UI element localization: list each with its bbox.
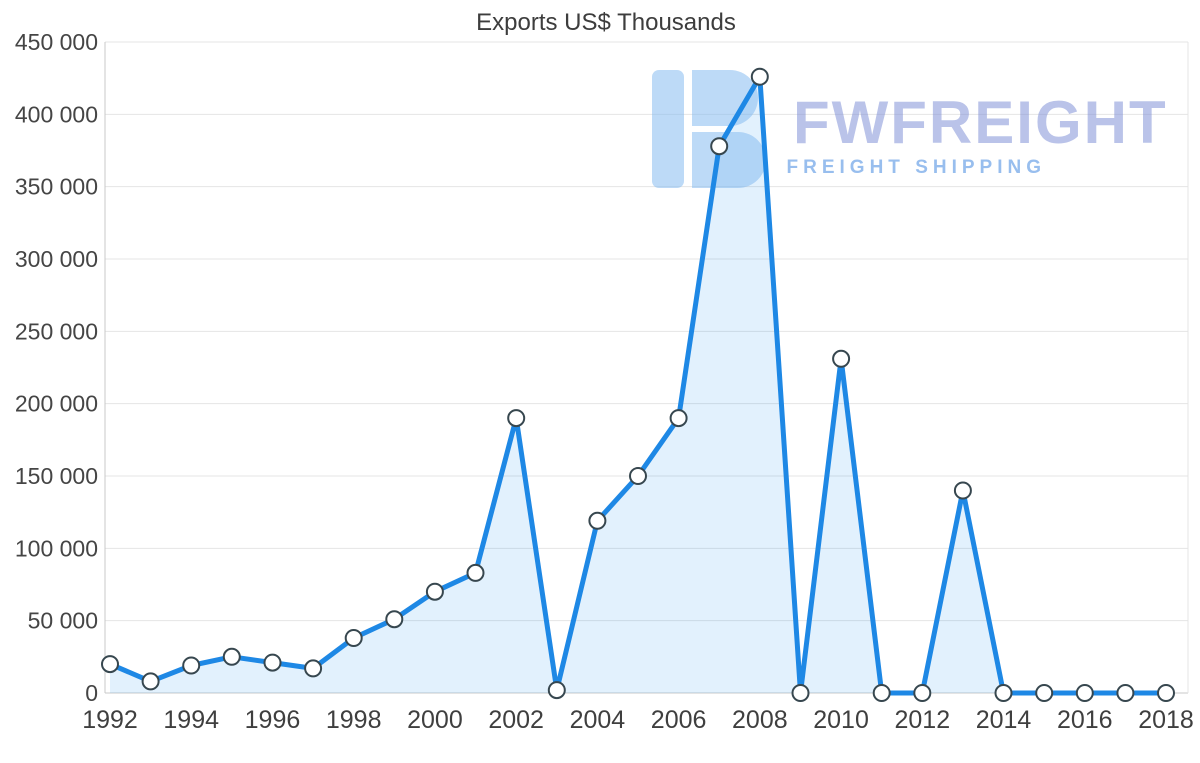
y-axis-labels: 0 50 000 100 000 150 000 200 000 250 000 300 0… — [15, 29, 98, 706]
data-point-marker — [507, 409, 526, 428]
data-point-marker — [1035, 684, 1054, 702]
x-axis-label: 2018 — [1138, 706, 1194, 734]
data-point-marker — [832, 349, 851, 368]
y-axis-label: 100 000 — [15, 535, 98, 561]
data-point-marker — [750, 67, 769, 86]
y-axis-label: 300 000 — [15, 246, 98, 272]
data-point-marker — [466, 563, 485, 582]
data-point-marker — [101, 655, 119, 674]
data-point-marker — [669, 409, 688, 428]
watermark-logo: FWFREIGHT FREIGHT SHIPPING — [652, 70, 1168, 188]
data-point-marker — [141, 672, 160, 691]
y-axis-label: 400 000 — [15, 101, 98, 127]
data-point-marker — [913, 684, 932, 702]
x-axis-label: 2010 — [813, 706, 869, 734]
x-axis-label: 2000 — [407, 706, 463, 734]
area-fill — [110, 76, 1166, 693]
data-point-marker — [629, 467, 647, 485]
y-axis-label: 450 000 — [15, 29, 98, 55]
data-point-marker — [547, 681, 566, 700]
x-axis-label: 1994 — [163, 706, 219, 734]
data-point-marker — [263, 653, 282, 672]
x-axis-label: 1992 — [82, 706, 138, 734]
y-axis-label: 250 000 — [15, 318, 98, 344]
watermark-brand-text: FWFREIGHT — [793, 89, 1168, 156]
chart-title: Exports US$ Thousands — [476, 9, 736, 36]
y-axis-label: 0 — [85, 680, 98, 706]
x-axis-label: 1996 — [245, 706, 301, 734]
data-point-marker — [710, 137, 729, 156]
watermark-tagline-text: FREIGHT SHIPPING — [787, 157, 1046, 178]
data-point-marker — [222, 647, 241, 666]
x-axis-label: 2014 — [976, 706, 1032, 734]
data-point-marker — [304, 659, 323, 678]
x-axis-label: 2004 — [570, 706, 626, 734]
data-point-marker — [994, 684, 1013, 702]
x-axis-label: 1998 — [326, 706, 382, 734]
x-axis-labels: 1992 1994 1996 1998 2000 2002 2004 2006 2008 2010… — [82, 706, 1194, 734]
data-point-marker — [1075, 684, 1094, 702]
logo-bottom-lobe-shape — [692, 132, 766, 188]
data-point-marker — [953, 481, 972, 500]
x-axis-label: 2008 — [732, 706, 788, 734]
gridlines — [105, 41, 1188, 622]
data-point-marker — [425, 582, 444, 601]
data-point-marker — [791, 684, 810, 702]
logo-bar-shape — [652, 70, 684, 188]
x-axis-label: 2016 — [1057, 706, 1113, 734]
data-point-marker — [1116, 684, 1135, 702]
data-point-marker — [182, 656, 201, 675]
data-point-markers — [101, 67, 1175, 702]
y-axis-label: 150 000 — [15, 463, 98, 489]
data-point-marker — [872, 684, 891, 702]
x-axis-label: 2012 — [894, 706, 950, 734]
x-axis-label: 2006 — [651, 706, 707, 734]
y-axis-label: 50 000 — [28, 608, 98, 634]
y-axis-label: 200 000 — [15, 391, 98, 417]
data-point-marker — [1157, 684, 1175, 702]
y-axis-label: 350 000 — [15, 174, 98, 200]
data-point-marker — [385, 610, 404, 629]
x-axis-label: 2002 — [488, 706, 544, 734]
data-point-marker — [344, 629, 363, 647]
data-point-marker — [588, 511, 607, 530]
